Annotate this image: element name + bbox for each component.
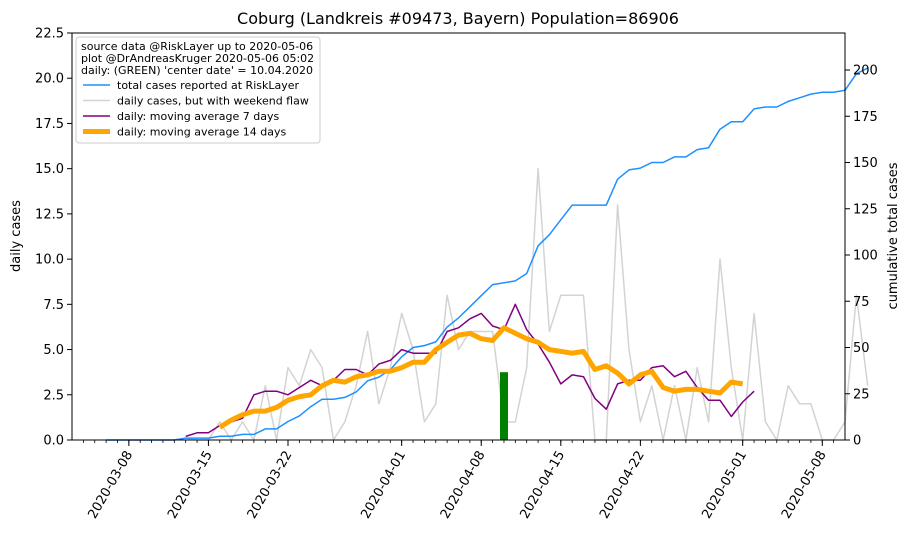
- center-date-bar: [500, 372, 508, 440]
- right-tick-label: 175: [853, 110, 878, 125]
- right-axis-label: cumulative total cases: [886, 162, 901, 309]
- x-tick-label: 2020-04-08: [438, 449, 489, 522]
- left-tick-label: 22.5: [35, 27, 64, 42]
- x-tick-label: 2020-04-15: [517, 449, 568, 522]
- chart-title: Coburg (Landkreis #09473, Bayern) Popula…: [237, 9, 679, 28]
- series-line-daily-moving-average-14-days: [218, 325, 744, 430]
- left-tick-label: 0.0: [43, 434, 64, 449]
- series-line-total-cases-reported-at-risklayer: [106, 67, 869, 441]
- legend-entry-total-cases-reported-at-risklayer: total cases reported at RiskLayer: [117, 79, 300, 92]
- right-tick-label: 125: [853, 202, 878, 217]
- left-axis-label: daily cases: [9, 200, 24, 272]
- legend-info-line: plot @DrAndreasKruger 2020-05-06 05:02: [81, 52, 314, 65]
- left-tick-label: 2.5: [43, 388, 64, 403]
- right-tick-label: 0: [853, 434, 861, 449]
- left-tick-label: 20.0: [35, 72, 64, 87]
- left-tick-label: 7.5: [43, 298, 64, 313]
- left-tick-label: 12.5: [35, 207, 64, 222]
- x-tick-label: 2020-04-22: [597, 449, 648, 522]
- right-tick-label: 75: [853, 295, 870, 310]
- series-line-daily-moving-average-7-days: [185, 303, 755, 438]
- legend-info-line: source data @RiskLayer up to 2020-05-06: [81, 40, 313, 53]
- right-tick-label: 150: [853, 156, 878, 171]
- legend: source data @RiskLayer up to 2020-05-06p…: [75, 36, 321, 144]
- series-line-daily-cases-but-with-weekend-flaw: [106, 167, 869, 441]
- plot-area: [106, 67, 869, 441]
- legend-entry-daily-moving-average-7-days: daily: moving average 7 days: [117, 110, 279, 123]
- x-tick-label: 2020-03-22: [245, 449, 296, 522]
- right-tick-label: 50: [853, 341, 870, 356]
- right-tick-label: 100: [853, 249, 878, 264]
- x-tick-label: 2020-04-01: [358, 449, 409, 522]
- legend-box: [75, 36, 321, 144]
- x-tick-label: 2020-05-01: [699, 449, 750, 522]
- x-tick-label: 2020-03-15: [165, 449, 216, 522]
- left-tick-label: 5.0: [43, 343, 64, 358]
- right-tick-label: 25: [853, 387, 870, 402]
- legend-entry-daily-moving-average-14-days: daily: moving average 14 days: [117, 126, 286, 139]
- right-tick-label: 200: [853, 64, 878, 79]
- x-tick-label: 2020-05-08: [779, 449, 830, 522]
- left-tick-label: 10.0: [35, 253, 64, 268]
- x-tick-label: 2020-03-08: [85, 449, 136, 522]
- legend-info-line: daily: (GREEN) 'center date' = 10.04.202…: [81, 64, 313, 77]
- legend-entry-daily-cases-but-with-weekend-flaw: daily cases, but with weekend flaw: [117, 95, 309, 108]
- left-tick-label: 15.0: [35, 162, 64, 177]
- left-tick-label: 17.5: [35, 117, 64, 132]
